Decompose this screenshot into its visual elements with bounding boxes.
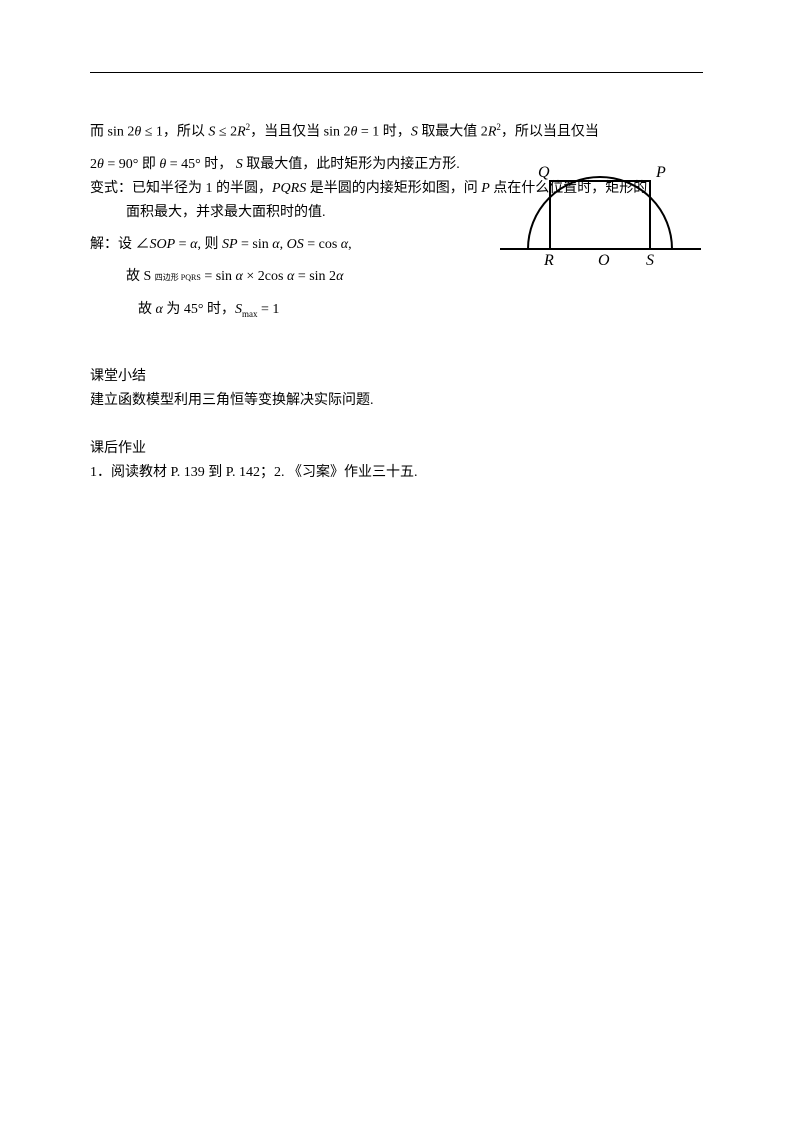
var-r: R xyxy=(237,125,246,140)
label-r: R xyxy=(543,252,554,269)
label-o: O xyxy=(598,252,610,269)
os: OS xyxy=(287,237,304,252)
text: 2 xyxy=(90,157,97,172)
var-p: P xyxy=(481,181,490,196)
alpha: α xyxy=(236,269,243,284)
alpha: α xyxy=(156,302,163,317)
text: 故 S xyxy=(126,269,155,284)
text: 变式：已知半径为 1 的半圆， xyxy=(90,181,272,196)
text: = cos xyxy=(304,237,341,252)
diagram-svg: Q P R O S xyxy=(498,159,703,269)
text: ≤ 1，所以 xyxy=(141,125,208,140)
sub-max: max xyxy=(242,308,258,318)
text: = sin xyxy=(238,237,273,252)
paragraph-1-line-1: 而 sin 2θ ≤ 1，所以 S ≤ 2R2，当且仅当 sin 2θ = 1 … xyxy=(90,115,703,145)
text: × 2cos xyxy=(243,269,287,284)
text: , 则 xyxy=(197,237,222,252)
text: 而 sin 2 xyxy=(90,125,134,140)
inscribed-rect xyxy=(550,181,650,249)
homework-title: 课后作业 xyxy=(90,437,703,461)
text: = sin xyxy=(201,269,236,284)
subscript-pqrs: 四边形 PQRS xyxy=(155,273,201,282)
text: , xyxy=(280,237,287,252)
text: ，当且仅当 sin 2 xyxy=(250,125,350,140)
label-p: P xyxy=(655,164,666,181)
text: ≤ 2 xyxy=(215,125,237,140)
label-q: Q xyxy=(538,164,550,181)
text: 是半圆的内接矩形如图，问 xyxy=(306,181,481,196)
summary-title: 课堂小结 xyxy=(90,365,703,389)
text: , xyxy=(348,237,352,252)
alpha: α xyxy=(272,237,279,252)
theta: θ xyxy=(97,157,104,172)
text: ，所以当且仅当 xyxy=(501,125,599,140)
text: 故 xyxy=(138,302,156,317)
text: = 1 xyxy=(257,302,279,317)
alpha: α xyxy=(336,269,343,284)
text: 取最大值，此时矩形为内接正方形. xyxy=(243,157,460,172)
sp: SP xyxy=(222,237,238,252)
semicircle-diagram: Q P R O S xyxy=(498,159,703,269)
text: 解：设 ∠ xyxy=(90,237,150,252)
text: = sin 2 xyxy=(294,269,336,284)
page: 而 sin 2θ ≤ 1，所以 S ≤ 2R2，当且仅当 sin 2θ = 1 … xyxy=(0,0,793,485)
text: 面积最大，并求最大面积时的值. xyxy=(126,205,326,220)
content-block: 而 sin 2θ ≤ 1，所以 S ≤ 2R2，当且仅当 sin 2θ = 1 … xyxy=(90,115,703,485)
summary-body: 建立函数模型利用三角恒等变换解决实际问题. xyxy=(90,389,703,413)
label-s: S xyxy=(646,252,654,269)
text: = 45° 时， xyxy=(166,157,236,172)
homework-body: 1．阅读教材 P. 139 到 P. 142；2. 《习案》作业三十五. xyxy=(90,461,703,485)
pqrs: PQRS xyxy=(272,181,306,196)
solution-line-3: 故 α 为 45° 时，Smax = 1 xyxy=(138,298,703,326)
text: 为 45° 时， xyxy=(163,302,235,317)
var-s: S xyxy=(236,157,243,172)
text: = 1 时， xyxy=(357,125,410,140)
text: = xyxy=(175,237,190,252)
var-s: S xyxy=(411,125,418,140)
sop: SOP xyxy=(150,237,176,252)
text: 取最大值 2 xyxy=(418,125,488,140)
text: = 90° 即 xyxy=(104,157,160,172)
var-s: S xyxy=(235,302,242,317)
top-rule xyxy=(90,72,703,73)
